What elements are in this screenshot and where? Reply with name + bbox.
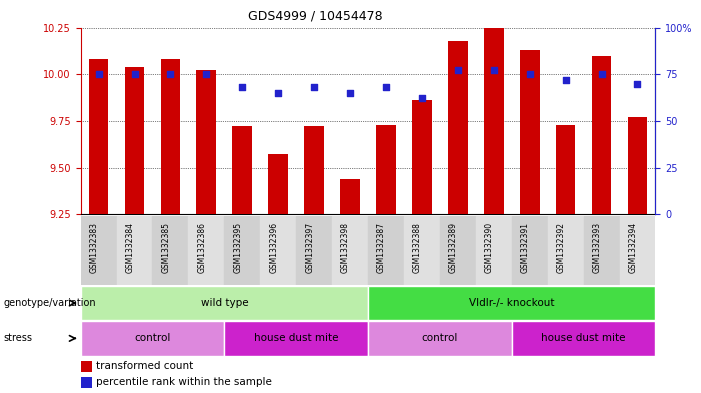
- Text: GSM1332390: GSM1332390: [485, 222, 494, 273]
- Bar: [260, 216, 297, 285]
- Text: Vldlr-/- knockout: Vldlr-/- knockout: [469, 298, 554, 308]
- Bar: [476, 216, 512, 285]
- Text: GSM1332384: GSM1332384: [125, 222, 135, 273]
- Text: percentile rank within the sample: percentile rank within the sample: [96, 377, 271, 387]
- Text: house dust mite: house dust mite: [541, 333, 626, 343]
- Point: [452, 67, 463, 73]
- Bar: [520, 50, 540, 214]
- Point: [344, 90, 355, 96]
- Bar: [125, 67, 144, 214]
- Bar: [304, 127, 324, 214]
- Bar: [81, 286, 368, 320]
- Text: GSM1332398: GSM1332398: [341, 222, 350, 273]
- Text: GSM1332391: GSM1332391: [521, 222, 530, 273]
- Bar: [332, 216, 368, 285]
- Bar: [556, 125, 576, 214]
- Text: GSM1332385: GSM1332385: [161, 222, 170, 273]
- Bar: [81, 216, 116, 285]
- Bar: [512, 321, 655, 356]
- Text: house dust mite: house dust mite: [254, 333, 339, 343]
- Text: GSM1332396: GSM1332396: [269, 222, 278, 273]
- Bar: [484, 28, 503, 214]
- Point: [596, 71, 607, 77]
- Bar: [412, 100, 432, 214]
- Bar: [153, 216, 189, 285]
- Bar: [81, 321, 224, 356]
- Point: [308, 84, 320, 90]
- Bar: [161, 59, 180, 214]
- Text: GSM1332397: GSM1332397: [305, 222, 314, 273]
- Bar: [297, 216, 332, 285]
- Bar: [584, 216, 620, 285]
- Bar: [89, 59, 109, 214]
- Text: transformed count: transformed count: [96, 361, 193, 371]
- Point: [632, 81, 643, 87]
- Text: stress: stress: [4, 333, 32, 343]
- Bar: [340, 179, 360, 214]
- Bar: [448, 40, 468, 214]
- Bar: [268, 154, 288, 214]
- Bar: [404, 216, 440, 285]
- Point: [165, 71, 176, 77]
- Text: GSM1332386: GSM1332386: [198, 222, 206, 273]
- Bar: [376, 125, 396, 214]
- Bar: [81, 361, 92, 372]
- Point: [416, 95, 428, 101]
- Point: [273, 90, 284, 96]
- Text: GSM1332383: GSM1332383: [90, 222, 99, 273]
- Bar: [224, 216, 260, 285]
- Bar: [440, 216, 476, 285]
- Text: genotype/variation: genotype/variation: [4, 298, 96, 308]
- Text: GSM1332388: GSM1332388: [413, 222, 422, 272]
- Point: [129, 71, 140, 77]
- Point: [488, 67, 499, 73]
- Text: control: control: [422, 333, 458, 343]
- Bar: [547, 216, 584, 285]
- Text: control: control: [135, 333, 170, 343]
- Point: [381, 84, 392, 90]
- Bar: [233, 127, 252, 214]
- Bar: [189, 216, 224, 285]
- Point: [524, 71, 536, 77]
- Text: GSM1332393: GSM1332393: [592, 222, 601, 273]
- Text: GSM1332395: GSM1332395: [233, 222, 243, 273]
- Bar: [512, 216, 547, 285]
- Text: GSM1332392: GSM1332392: [557, 222, 566, 273]
- Bar: [224, 321, 368, 356]
- Text: GSM1332389: GSM1332389: [449, 222, 458, 273]
- Point: [237, 84, 248, 90]
- Bar: [627, 117, 647, 214]
- Bar: [620, 216, 655, 285]
- Bar: [368, 216, 404, 285]
- Bar: [81, 377, 92, 387]
- Text: wild type: wild type: [200, 298, 248, 308]
- Text: GSM1332394: GSM1332394: [629, 222, 637, 273]
- Point: [93, 71, 104, 77]
- Text: GSM1332387: GSM1332387: [377, 222, 386, 273]
- Text: GDS4999 / 10454478: GDS4999 / 10454478: [248, 10, 383, 23]
- Bar: [196, 70, 216, 214]
- Point: [560, 77, 571, 83]
- Bar: [368, 286, 655, 320]
- Point: [200, 71, 212, 77]
- Bar: [116, 216, 153, 285]
- Bar: [592, 55, 611, 214]
- Bar: [368, 321, 512, 356]
